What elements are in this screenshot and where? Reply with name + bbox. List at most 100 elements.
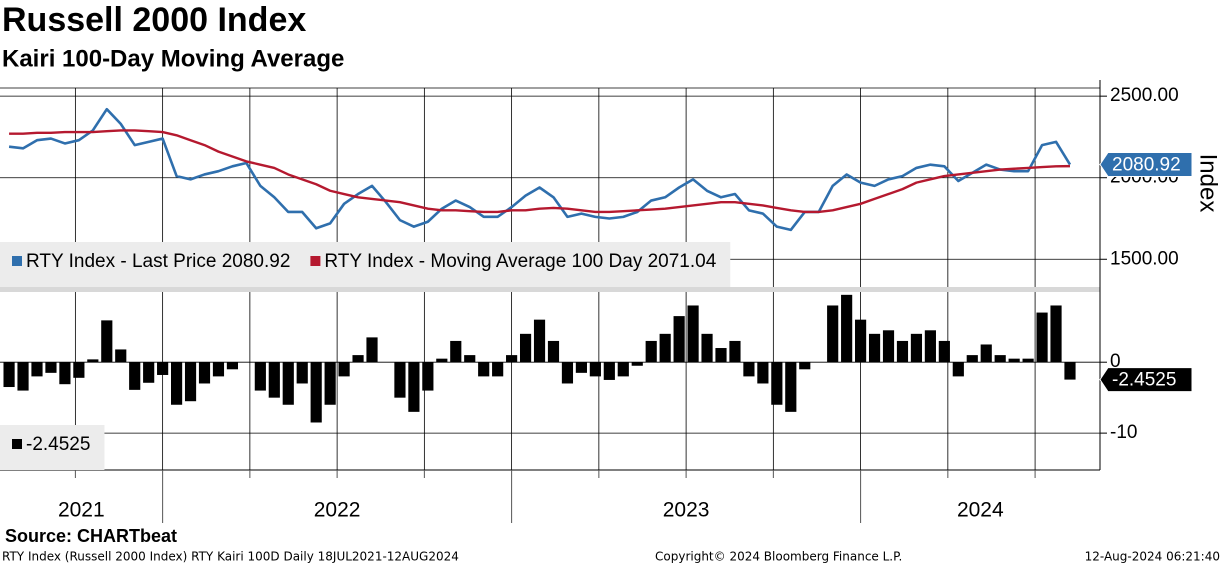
- y-axis-label: Index: [1195, 154, 1222, 213]
- legend-swatch: [12, 256, 22, 266]
- bar: [115, 349, 127, 363]
- footer-center: Copyright© 2024 Bloomberg Finance L.P.: [655, 550, 902, 564]
- bar: [743, 362, 755, 377]
- bar: [1022, 358, 1034, 363]
- x-tick-label: 2021: [58, 499, 105, 522]
- bar: [143, 362, 155, 383]
- bar: [17, 362, 29, 391]
- bar: [87, 359, 99, 363]
- bar: [3, 362, 15, 388]
- bar: [589, 362, 601, 377]
- y-tick-label: -10: [1110, 422, 1137, 443]
- bar: [310, 362, 322, 423]
- bar: [478, 362, 490, 377]
- bar: [366, 337, 378, 363]
- bar: [492, 362, 504, 377]
- bar: [1064, 362, 1076, 380]
- bar: [450, 340, 462, 363]
- legend-swatch: [12, 439, 22, 449]
- bar: [101, 320, 113, 363]
- legend-label: RTY Index - Moving Average 100 Day 2071.…: [324, 251, 716, 272]
- bar: [129, 362, 141, 390]
- bar: [533, 319, 546, 363]
- y-tick-label: 1500.00: [1110, 248, 1179, 269]
- bar: [980, 344, 992, 363]
- bar: [966, 355, 978, 363]
- bar: [841, 294, 853, 363]
- bar: [338, 362, 350, 377]
- bar: [645, 340, 657, 363]
- bar: [785, 362, 797, 412]
- bar: [757, 362, 769, 384]
- value-tag-label: -2.4525: [1112, 370, 1176, 391]
- bar: [1008, 358, 1020, 363]
- legend: -2.4525: [0, 425, 105, 470]
- series-group: [8, 107, 1072, 232]
- bar: [352, 355, 364, 363]
- bar: [198, 362, 211, 384]
- legend-swatch: [310, 256, 321, 266]
- line-series: [8, 107, 1072, 232]
- bar: [673, 316, 685, 363]
- bar: [924, 330, 936, 363]
- bar: [394, 362, 406, 398]
- x-tick-label: 2023: [663, 499, 710, 522]
- bar: [952, 362, 964, 377]
- bar: [938, 340, 950, 363]
- bar: [296, 362, 308, 384]
- chart-subtitle: Kairi 100-Day Moving Average: [2, 45, 344, 72]
- bar: [561, 362, 574, 384]
- bar: [701, 333, 713, 363]
- bar: [910, 333, 923, 363]
- bar: [184, 362, 197, 402]
- legend: RTY Index - Last Price 2080.92 RTY Index …: [0, 242, 731, 287]
- bar: [659, 333, 671, 363]
- bar: [45, 362, 57, 373]
- bar: [855, 319, 867, 363]
- bar: [464, 355, 476, 363]
- bar: [157, 362, 169, 375]
- footer-right: 12-Aug-2024 06:21:40: [1085, 550, 1220, 564]
- bar: [506, 355, 518, 363]
- bar: [212, 362, 225, 377]
- bar: [1036, 312, 1048, 363]
- legend-label: RTY Index - Last Price 2080.92: [26, 251, 290, 272]
- bar: [324, 362, 336, 405]
- bar: [631, 362, 643, 366]
- bar: [422, 362, 434, 391]
- legend-background: [0, 242, 731, 287]
- bar: [171, 362, 183, 405]
- bar: [254, 362, 266, 391]
- line-series: [9, 129, 1071, 214]
- bar: [1050, 305, 1062, 363]
- x-tick-label: 2024: [957, 499, 1004, 522]
- source: Source: CHARTbeat: [5, 526, 177, 546]
- bar: [868, 333, 881, 363]
- bar: [547, 340, 560, 363]
- bar: [519, 333, 532, 363]
- x-tick-label: 2022: [314, 499, 361, 522]
- bar: [617, 362, 629, 377]
- bar: [268, 362, 280, 398]
- bar: [59, 362, 71, 385]
- bar: [73, 362, 85, 378]
- bar: [729, 340, 741, 363]
- bar: [896, 340, 909, 363]
- value-tag: [1099, 367, 1193, 393]
- bar: [994, 355, 1006, 363]
- bar: [603, 362, 615, 380]
- footer-left: RTY Index (Russell 2000 Index) RTY Kairi…: [2, 550, 459, 564]
- bar: [282, 362, 294, 405]
- bar: [575, 362, 587, 373]
- y-tick-label: 0: [1110, 351, 1121, 372]
- value-tag: [1099, 152, 1193, 178]
- bar: [771, 362, 783, 405]
- series-group: [3, 294, 1076, 423]
- value-tag-label: 2080.92: [1112, 155, 1181, 176]
- panel-separator: [0, 287, 1100, 292]
- y-tick-label: 2500.00: [1110, 85, 1179, 106]
- bar: [715, 348, 727, 363]
- bar: [687, 305, 699, 363]
